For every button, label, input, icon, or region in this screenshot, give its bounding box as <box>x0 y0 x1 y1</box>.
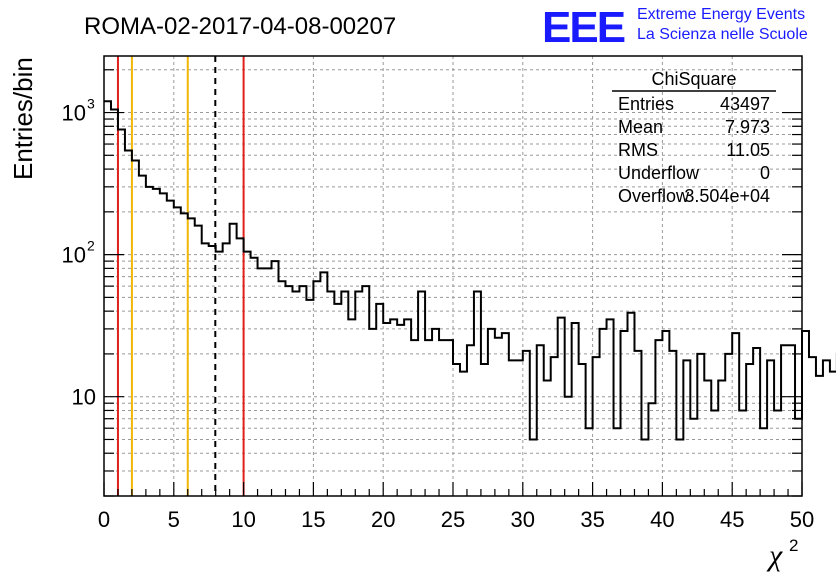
x-tick-label: 0 <box>98 507 110 532</box>
stats-title: ChiSquare <box>651 69 736 89</box>
grid-lines <box>104 56 802 497</box>
stats-box: ChiSquare Entries 43497 Mean 7.973 RMS 1… <box>612 69 776 206</box>
logo-line2: La Scienza nelle Scuole <box>637 26 808 43</box>
y-axis-label: Entries/bin <box>8 57 38 180</box>
stats-value-underflow: 0 <box>760 163 770 183</box>
stats-label-entries: Entries <box>618 94 674 114</box>
stats-label-rms: RMS <box>618 140 658 160</box>
stats-label-mean: Mean <box>618 117 663 137</box>
y-tick-label-base: 10 <box>62 243 86 268</box>
logo-line1: Extreme Energy Events <box>637 6 805 23</box>
y-tick-label: 10 3 <box>62 96 95 126</box>
x-axis-label-text: χ <box>766 539 783 572</box>
x-tick-label: 15 <box>301 507 325 532</box>
stats-label-overflow: Overflow <box>618 186 690 206</box>
eee-logo: EEE Extreme Energy Events La Scienza nel… <box>542 3 808 52</box>
stats-value-entries: 43497 <box>720 94 770 114</box>
x-tick-label: 35 <box>580 507 604 532</box>
x-tick-label: 40 <box>650 507 674 532</box>
y-tick-label: 10 2 <box>62 238 95 268</box>
x-tick-label: 5 <box>168 507 180 532</box>
y-tick-label-base: 10 <box>72 385 96 410</box>
logo-mark: EEE <box>542 3 625 52</box>
y-tick-label-exp: 3 <box>87 96 95 112</box>
histogram-series <box>104 100 836 441</box>
axis-ticks <box>103 69 803 497</box>
stats-value-mean: 7.973 <box>725 117 770 137</box>
y-tick-label: 10 <box>72 385 96 410</box>
y-tick-label-exp: 2 <box>87 238 95 254</box>
x-tick-label: 20 <box>371 507 395 532</box>
x-tick-label: 25 <box>441 507 465 532</box>
stats-value-overflow: 3.504e+04 <box>684 186 770 206</box>
chart-title: ROMA-02-2017-04-08-00207 <box>84 13 396 40</box>
x-tick-label: 45 <box>720 507 744 532</box>
y-tick-label-base: 10 <box>62 101 86 126</box>
x-tick-labels: 0 5 10 15 20 25 30 35 40 45 50 <box>98 507 814 532</box>
x-tick-label: 30 <box>511 507 535 532</box>
x-axis-label: χ 2 <box>766 536 798 572</box>
x-tick-label: 10 <box>231 507 255 532</box>
x-axis-label-sup: 2 <box>789 536 798 555</box>
reference-lines <box>116 56 245 496</box>
x-tick-label: 50 <box>790 507 814 532</box>
stats-value-rms: 11.05 <box>726 140 770 160</box>
stats-label-underflow: Underflow <box>618 163 700 183</box>
